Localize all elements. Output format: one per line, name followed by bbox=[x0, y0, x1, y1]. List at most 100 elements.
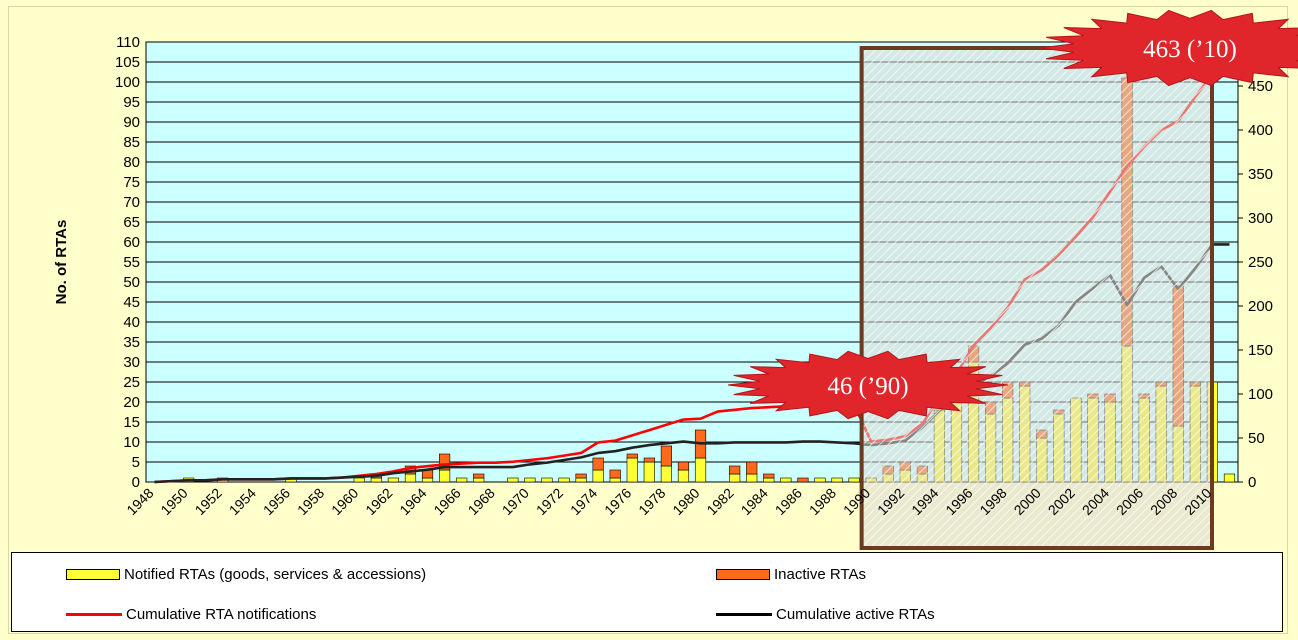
y-tick-label: 65 bbox=[123, 214, 140, 231]
burst-1990-shape bbox=[727, 350, 1009, 420]
y-tick-label: 30 bbox=[123, 354, 140, 371]
y2-tick-label: 50 bbox=[1248, 430, 1265, 447]
legend-swatch-notified bbox=[66, 568, 120, 580]
y2-tick-label: 350 bbox=[1248, 166, 1273, 183]
bar-notified bbox=[353, 477, 365, 483]
bar-inactive bbox=[473, 473, 485, 479]
bar-notified bbox=[387, 477, 399, 483]
x-tick-label: 1972 bbox=[533, 485, 566, 518]
bar-notified bbox=[473, 477, 485, 483]
highlight-region bbox=[859, 46, 1214, 550]
legend-label-cumulative-notifications: Cumulative RTA notifications bbox=[126, 605, 317, 623]
x-tick-label: 1980 bbox=[669, 485, 702, 518]
bar-notified bbox=[609, 477, 621, 483]
x-tick-label: 1962 bbox=[362, 485, 395, 518]
bar-inactive bbox=[575, 473, 587, 479]
bar-inactive bbox=[746, 461, 758, 475]
y-tick-label: 40 bbox=[123, 314, 140, 331]
x-tick-label: 1982 bbox=[703, 485, 736, 518]
legend-swatch-cumulative-notifications bbox=[66, 612, 122, 616]
bar-notified bbox=[780, 477, 792, 483]
legend-label-notified: Notified RTAs (goods, services & accessi… bbox=[124, 565, 427, 583]
y-tick-label: 105 bbox=[115, 54, 140, 71]
y-tick-label: 45 bbox=[123, 294, 140, 311]
y-tick-label: 0 bbox=[132, 474, 140, 491]
x-tick-label: 1954 bbox=[226, 485, 259, 518]
x-tick-label: 1984 bbox=[738, 485, 771, 518]
x-tick-label: 1948 bbox=[123, 485, 156, 518]
bar-notified bbox=[592, 469, 604, 483]
y-tick-label: 15 bbox=[123, 414, 140, 431]
bar-notified bbox=[763, 477, 775, 483]
bar-inactive bbox=[626, 453, 638, 459]
bar-inactive bbox=[660, 445, 672, 467]
highlight-border bbox=[859, 46, 1214, 550]
bar-notified bbox=[746, 473, 758, 483]
legend-swatch-inactive bbox=[716, 568, 770, 580]
x-tick-label: 1970 bbox=[499, 485, 532, 518]
y-tick-label: 100 bbox=[115, 74, 140, 91]
y-tick-label: 20 bbox=[123, 394, 140, 411]
y-tick-label: 50 bbox=[123, 274, 140, 291]
y2-tick-label: 0 bbox=[1248, 474, 1256, 491]
bar-notified bbox=[1223, 473, 1236, 483]
bar-notified bbox=[729, 473, 741, 483]
bar-notified bbox=[814, 477, 826, 483]
legend-label-inactive: Inactive RTAs bbox=[774, 565, 866, 583]
legend-swatch-cumulative-active bbox=[716, 612, 772, 616]
y2-tick-label: 150 bbox=[1248, 342, 1273, 359]
bar-inactive bbox=[797, 477, 809, 483]
bar-notified bbox=[575, 477, 587, 483]
legend-label-cumulative-active: Cumulative active RTAs bbox=[776, 605, 935, 623]
x-tick-label: 1986 bbox=[772, 485, 805, 518]
x-tick-label: 1968 bbox=[465, 485, 498, 518]
legend: Notified RTAs (goods, services & accessi… bbox=[11, 552, 1283, 632]
x-tick-label: 1958 bbox=[294, 485, 327, 518]
x-tick-label: 1964 bbox=[396, 485, 429, 518]
bar-inactive bbox=[677, 461, 690, 471]
x-tick-label: 1950 bbox=[157, 485, 190, 518]
y2-tick-label: 400 bbox=[1248, 122, 1273, 139]
x-tick-label: 1956 bbox=[260, 485, 293, 518]
y2-tick-label: 250 bbox=[1248, 254, 1273, 271]
x-tick-label: 1960 bbox=[328, 485, 361, 518]
x-tick-label: 1978 bbox=[635, 485, 668, 518]
burst-1990-label: 46 (’90) bbox=[827, 373, 908, 400]
y2-tick-label: 200 bbox=[1248, 298, 1273, 315]
y-tick-label: 60 bbox=[123, 234, 140, 251]
bar-inactive bbox=[729, 465, 741, 475]
y-tick-label: 95 bbox=[123, 94, 140, 111]
y-tick-label: 10 bbox=[123, 434, 140, 451]
y-tick-label: 85 bbox=[123, 134, 140, 151]
bar-notified bbox=[439, 469, 451, 483]
bar-notified bbox=[558, 477, 570, 483]
burst-2010: 463 (’10) bbox=[1039, 9, 1298, 87]
bar-inactive bbox=[643, 457, 655, 463]
bar-notified bbox=[404, 473, 417, 483]
x-tick-label: 1952 bbox=[192, 485, 225, 518]
bar-notified bbox=[677, 469, 690, 483]
y-tick-label: 5 bbox=[132, 454, 140, 471]
bar-inactive bbox=[592, 457, 604, 471]
y-tick-label: 70 bbox=[123, 194, 140, 211]
bar-notified bbox=[694, 457, 707, 483]
bar-notified bbox=[660, 465, 672, 483]
highlight-hatch bbox=[861, 48, 1212, 548]
legend-item-notified: Notified RTAs (goods, services & accessi… bbox=[66, 564, 426, 584]
x-tick-label: 1976 bbox=[601, 485, 634, 518]
bar-notified bbox=[848, 477, 860, 483]
y-tick-label: 25 bbox=[123, 374, 140, 391]
bar-inactive bbox=[609, 469, 621, 479]
bar-notified bbox=[524, 477, 536, 483]
legend-item-cumulative-active: Cumulative active RTAs bbox=[716, 604, 935, 624]
bar-notified bbox=[421, 477, 434, 483]
bar-notified bbox=[370, 477, 382, 483]
bar-notified bbox=[456, 477, 468, 483]
y-tick-label: 55 bbox=[123, 254, 140, 271]
y-tick-label: 35 bbox=[123, 334, 140, 351]
x-tick-label: 1974 bbox=[567, 485, 600, 518]
burst-2010-label: 463 (’10) bbox=[1143, 36, 1237, 63]
y-tick-label: 90 bbox=[123, 114, 140, 131]
y2-tick-label: 100 bbox=[1248, 386, 1273, 403]
y2-tick-label: 450 bbox=[1248, 78, 1273, 95]
